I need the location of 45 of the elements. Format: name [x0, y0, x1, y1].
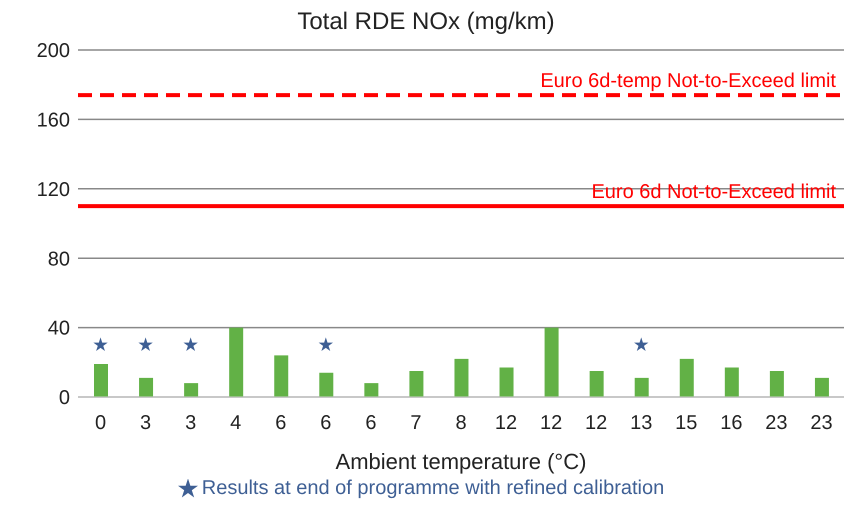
bar	[364, 383, 378, 397]
x-tick-label: 12	[494, 412, 518, 434]
y-tick-label: 40	[48, 318, 70, 340]
bar	[770, 370, 784, 397]
x-tick-label: 23	[765, 412, 788, 434]
bar	[590, 370, 604, 397]
y-tick-label: 120	[36, 178, 70, 201]
x-tick-label: 7	[410, 412, 422, 434]
bar	[319, 372, 334, 397]
bar	[229, 328, 244, 397]
bar	[500, 368, 514, 397]
y-tick-label: 80	[48, 248, 70, 270]
bar	[139, 378, 154, 397]
bar	[544, 328, 559, 397]
x-axis-title: Ambient temperature (°C)	[336, 449, 586, 474]
x-tick-label: 0	[94, 412, 106, 434]
x-tick-label: 3	[140, 412, 152, 434]
x-tick-label: 15	[675, 412, 698, 434]
x-tick-label: 8	[455, 412, 467, 434]
x-tick-label: 13	[630, 412, 652, 434]
y-tick-label: 0	[58, 387, 70, 410]
x-tick-label: 23	[810, 412, 833, 434]
ref-line-label: Euro 6d Not-to-Exceed limit	[591, 181, 836, 204]
y-tick-label: 160	[36, 110, 70, 132]
x-tick-label: 16	[720, 412, 742, 434]
bar	[454, 358, 468, 397]
x-tick-label: 3	[185, 412, 196, 434]
chart-title: Total RDE NOx (mg/km)	[296, 8, 556, 36]
bar	[814, 378, 829, 397]
x-tick-label: 12	[540, 412, 562, 434]
x-tick-label: 4	[230, 412, 242, 434]
bar	[724, 368, 739, 397]
bar	[680, 358, 694, 397]
bar	[274, 355, 288, 397]
bar	[409, 370, 424, 397]
ref-line-label: Euro 6d-temp Not-to-Exceed limit	[540, 70, 836, 92]
x-tick-label: 6	[320, 412, 332, 434]
bar	[184, 383, 198, 397]
x-tick-label: 12	[585, 412, 608, 434]
bar	[634, 378, 649, 397]
x-tick-label: 6	[275, 412, 286, 434]
bar	[94, 364, 108, 397]
x-tick-label: 6	[365, 412, 376, 434]
y-tick-label: 200	[36, 40, 70, 62]
legend-label: Results at end of programme with refined calibration	[202, 477, 664, 499]
